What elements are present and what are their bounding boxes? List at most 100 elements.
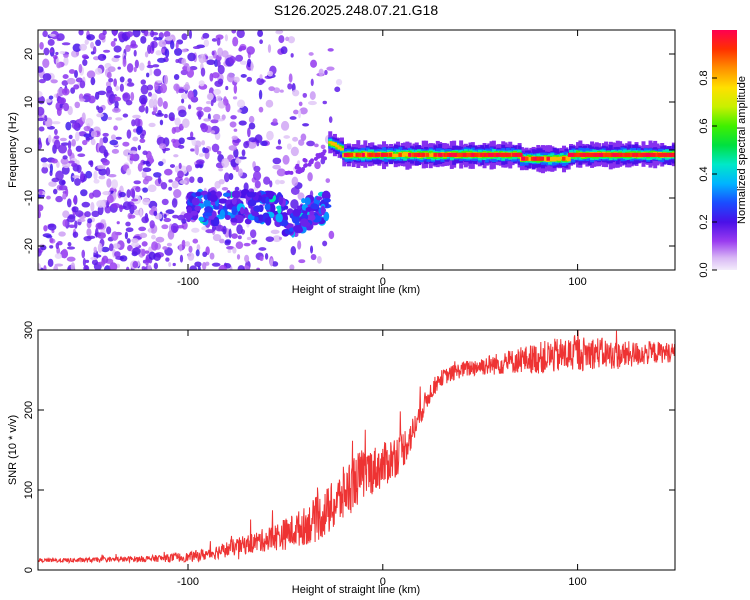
heatmap-cell <box>384 152 389 157</box>
heatmap-y-axis-label: Frequency (Hz) <box>7 112 19 188</box>
heatmap-cell <box>174 117 181 126</box>
heatmap-cell <box>190 210 198 216</box>
heatmap-cell <box>172 214 179 219</box>
y-tick-label: 0 <box>23 147 35 153</box>
heatmap-cell <box>491 152 496 157</box>
heatmap-cell <box>216 60 221 68</box>
snr-y-axis-label: SNR (10 * v/v) <box>7 415 19 485</box>
heatmap-cell <box>145 106 149 114</box>
heatmap-cell <box>566 156 571 162</box>
heatmap-cell <box>63 53 69 58</box>
heatmap-cell <box>482 152 486 157</box>
heatmap-cell <box>393 153 398 158</box>
heatmap-cell <box>84 211 91 218</box>
heatmap-cell <box>163 217 172 223</box>
heatmap-cell <box>295 163 300 168</box>
heatmap-cell <box>74 220 78 229</box>
heatmap-cell <box>495 152 500 157</box>
heatmap-cell <box>445 152 449 157</box>
heatmap-cell <box>203 147 210 154</box>
heatmap-cell <box>181 98 185 104</box>
heatmap-cell <box>235 241 244 250</box>
heatmap-cell <box>202 212 213 217</box>
heatmap-cell <box>137 162 143 172</box>
heatmap-cell <box>48 181 57 187</box>
heatmap-cell <box>112 243 121 249</box>
heatmap-cell <box>138 226 147 232</box>
heatmap-cell <box>198 53 206 64</box>
heatmap-cell <box>39 190 43 196</box>
heatmap-cell <box>165 257 170 262</box>
heatmap-cell <box>67 215 76 223</box>
heatmap-cell <box>282 154 290 165</box>
heatmap-cell <box>103 265 111 270</box>
heatmap-cell <box>297 205 302 210</box>
heatmap-cell <box>270 229 280 235</box>
heatmap-cell <box>637 152 642 157</box>
y-tick-label: -20 <box>23 238 35 254</box>
heatmap-cell <box>45 98 52 103</box>
heatmap-cell <box>276 168 286 177</box>
heatmap-cell <box>246 58 252 68</box>
heatmap-cell <box>517 152 521 157</box>
heatmap-cell <box>61 80 69 86</box>
heatmap-cell <box>38 263 42 270</box>
heatmap-cell <box>132 114 141 119</box>
heatmap-cell <box>105 81 112 88</box>
heatmap-cell <box>66 77 76 85</box>
heatmap-cell <box>290 53 294 58</box>
heatmap-cell <box>345 152 350 157</box>
heatmap-cell <box>109 139 119 146</box>
heatmap-cell <box>87 218 93 224</box>
heatmap-cell <box>489 152 494 157</box>
heatmap-cell <box>310 59 318 68</box>
heatmap-cell <box>113 78 117 87</box>
y-tick-label: -10 <box>23 190 35 206</box>
heatmap-cell <box>380 152 385 157</box>
heatmap-cell <box>322 100 327 105</box>
colorbar-label: Normalized spectral amplitude <box>736 76 748 224</box>
heatmap-cell <box>421 152 426 157</box>
heatmap-cell <box>148 251 156 260</box>
heatmap-cell <box>169 40 175 50</box>
heatmap-cell <box>132 136 139 142</box>
heatmap-cell <box>237 109 242 113</box>
heatmap-cell <box>288 73 293 83</box>
heatmap-cell <box>175 84 179 94</box>
heatmap-cell <box>198 216 205 222</box>
heatmap-cell <box>98 168 107 176</box>
heatmap-cell <box>47 134 52 144</box>
heatmap-cell <box>77 153 86 158</box>
heatmap-cell <box>106 194 114 204</box>
heatmap-cell <box>66 256 76 262</box>
heatmap-cell <box>79 80 86 89</box>
heatmap-cell <box>130 40 137 48</box>
heatmap-cell <box>190 148 195 152</box>
heatmap-cell <box>153 98 158 108</box>
x-tick-label: 0 <box>380 276 386 288</box>
heatmap-cell <box>228 173 234 180</box>
heatmap-cell <box>142 178 149 185</box>
heatmap-cell <box>277 207 282 214</box>
heatmap-cell <box>83 125 91 132</box>
heatmap-cell <box>125 44 131 53</box>
heatmap-cell <box>178 144 185 149</box>
heatmap-cell <box>304 197 311 206</box>
heatmap-cell <box>126 238 131 244</box>
heatmap-cell <box>277 139 282 145</box>
heatmap-cell <box>236 30 245 39</box>
heatmap-cell <box>187 90 195 100</box>
heatmap-cell <box>168 186 173 191</box>
heatmap-cell <box>114 100 119 109</box>
heatmap-cell <box>474 152 478 157</box>
heatmap-cell <box>126 129 132 139</box>
heatmap-cell <box>251 211 259 217</box>
heatmap-cell <box>115 136 122 140</box>
heatmap-cell <box>113 55 121 59</box>
heatmap-cell <box>622 152 626 157</box>
heatmap-cell <box>59 50 66 55</box>
heatmap-cell <box>287 36 295 44</box>
heatmap-cell <box>290 146 299 157</box>
heatmap-cell <box>271 261 279 267</box>
heatmap-cell <box>292 208 301 217</box>
